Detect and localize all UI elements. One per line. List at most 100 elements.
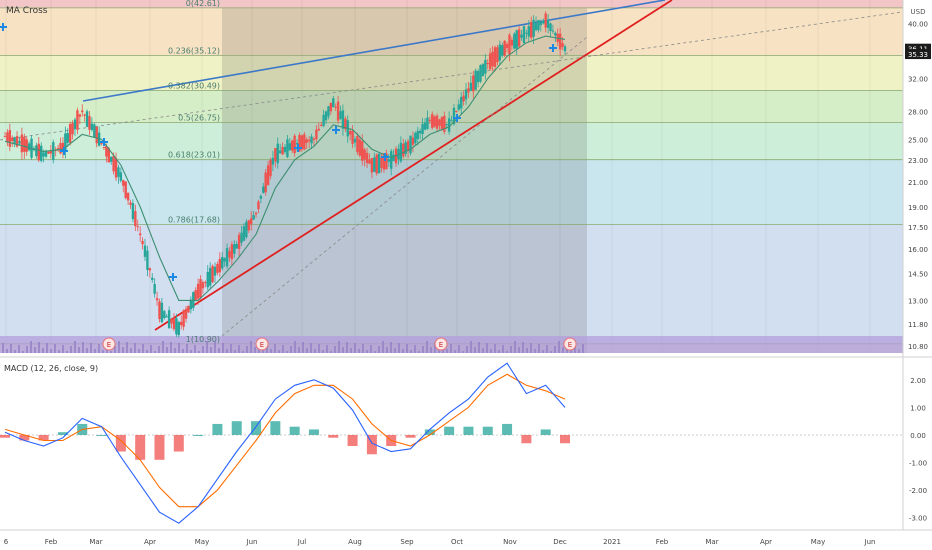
candle-body: [114, 158, 118, 178]
candle-body: [399, 142, 403, 162]
volume-bar: [462, 351, 464, 353]
candle-body: [332, 98, 335, 108]
candle-body: [252, 215, 255, 220]
volume-bar: [398, 343, 400, 353]
volume-bar: [458, 345, 460, 353]
volume-bar: [334, 346, 336, 353]
earnings-marker-circle: [434, 337, 448, 351]
earnings-marker[interactable]: E: [102, 337, 116, 351]
macd-tick: 1.00: [910, 404, 926, 412]
time-label: Oct: [451, 538, 463, 546]
volume-bar: [454, 350, 456, 353]
candle-body: [170, 319, 173, 324]
candle-body: [503, 40, 506, 56]
candle-body: [288, 143, 292, 151]
price-tick: 11.80: [908, 321, 928, 329]
candle-body: [160, 302, 164, 323]
volume-bar: [530, 343, 532, 353]
volume-bar: [546, 345, 548, 353]
volume-bar: [434, 342, 436, 353]
volume-bar: [350, 348, 352, 353]
macd-histogram-bar: [115, 434, 126, 452]
macd-histogram-bar: [0, 434, 10, 438]
volume-bar: [286, 351, 288, 353]
price-tick: 28.00: [908, 108, 928, 116]
candle-body: [411, 137, 415, 145]
volume-bar: [250, 341, 252, 353]
candle-body: [455, 111, 458, 113]
candle-body: [563, 46, 567, 52]
candle-body: [315, 129, 318, 140]
volume-bar: [206, 341, 208, 353]
candle-body: [513, 33, 516, 49]
volume-bar: [526, 348, 528, 353]
candle-body: [247, 220, 250, 231]
candle-body: [56, 148, 60, 151]
last-price-tag: [905, 43, 931, 54]
candle-body: [469, 82, 473, 91]
candle-body: [151, 277, 154, 280]
volume-bar: [402, 349, 404, 353]
candle-body: [370, 158, 374, 173]
price-tick: 13.00: [908, 297, 928, 305]
earnings-marker[interactable]: E: [255, 337, 269, 351]
volume-bar: [390, 342, 392, 353]
volume-bar: [54, 344, 56, 353]
time-label: Apr: [760, 538, 772, 546]
candle-body: [180, 321, 183, 326]
macd-histogram-bar: [57, 432, 68, 435]
volume-bar: [438, 348, 440, 353]
candle-body: [481, 64, 485, 76]
candle-body: [64, 133, 67, 152]
time-label: Jun: [246, 538, 258, 546]
fib-retracement-zones: [0, 0, 903, 353]
volume-bar: [470, 341, 472, 353]
macd-histogram-bar: [173, 434, 184, 452]
macd-histogram-bar: [560, 434, 570, 444]
macd-title[interactable]: MACD (12, 26, close, 9): [4, 364, 98, 373]
candle-body: [59, 143, 62, 154]
macd-histogram-bar: [251, 421, 262, 435]
candle-body: [539, 21, 543, 26]
symbol-title[interactable]: MA Cross: [6, 6, 48, 16]
candle-body: [189, 299, 193, 310]
candle-body: [385, 153, 388, 170]
time-axis: 6 Feb Mar Apr May Jun Jul Aug Sep Oct Nov Dec 2021 Fe…: [0, 529, 932, 546]
candle-body: [107, 148, 110, 163]
fib-zone-0.618: [0, 159, 903, 225]
upper-trendline: [82, 0, 666, 102]
candle-body: [440, 116, 444, 130]
earnings-marker[interactable]: E: [563, 337, 577, 351]
candle-body: [457, 104, 460, 110]
candle-body: [83, 114, 86, 116]
volume-bar: [202, 346, 204, 353]
candle-body: [42, 152, 45, 157]
earnings-marker[interactable]: E: [434, 337, 448, 351]
candle-body: [78, 114, 82, 117]
candle-body: [117, 167, 120, 177]
candle-body: [112, 155, 115, 172]
time-label: 6: [4, 538, 9, 546]
candle-body: [143, 245, 147, 257]
volume-bar: [582, 344, 584, 353]
earnings-marker-label: E: [260, 341, 264, 349]
candle-body: [257, 201, 260, 210]
earnings-marker-circle: [563, 337, 577, 351]
candle-body: [452, 107, 456, 125]
candle-body: [351, 130, 354, 144]
volume-bar: [358, 349, 360, 353]
time-label: Jun: [864, 538, 876, 546]
candle-body: [320, 124, 323, 126]
candle-body: [534, 23, 538, 31]
candle-body: [344, 118, 347, 130]
volume-bar: [210, 347, 212, 353]
fib-label-0.236: 0.236(35.12): [168, 47, 220, 56]
macd-histogram-bar: [270, 421, 281, 435]
volume-bar: [158, 346, 160, 353]
volume-bar: [38, 342, 40, 353]
volume-bar: [294, 341, 296, 353]
volume-bar: [82, 342, 84, 353]
candle-body: [208, 268, 212, 286]
